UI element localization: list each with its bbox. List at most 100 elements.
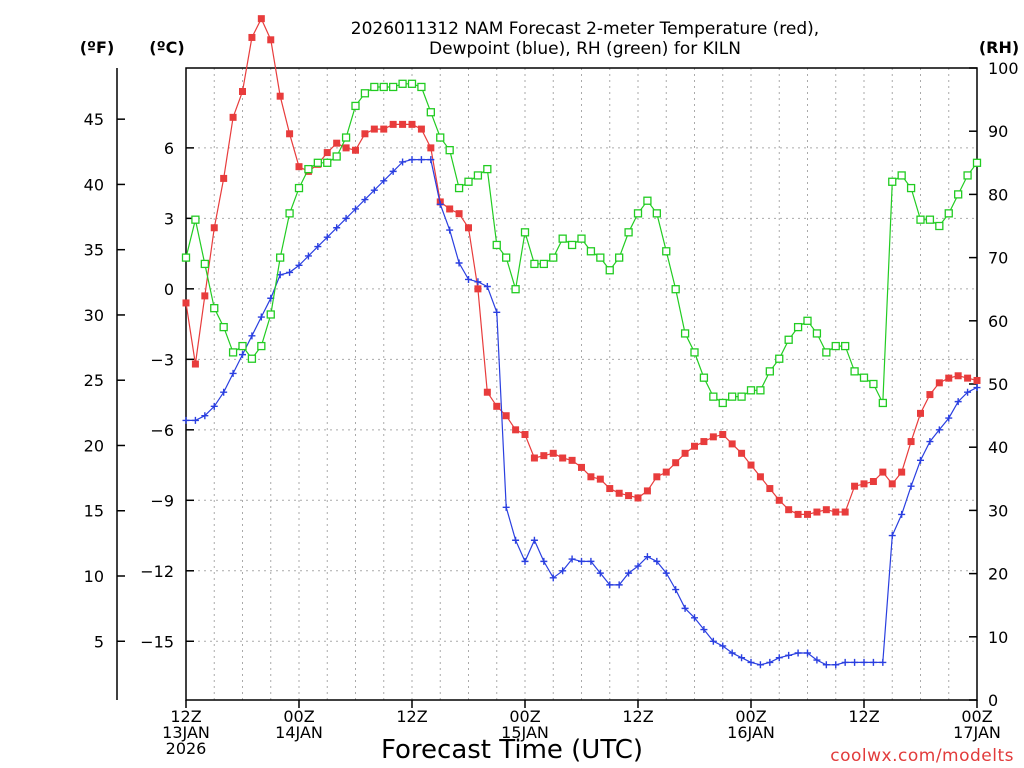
data-point [747,461,755,469]
data-point [238,341,247,351]
data-point [257,15,265,23]
time-tick-label: 12Z [622,707,653,726]
data-point [247,354,257,363]
time-tick-label: 00Z [283,707,314,726]
data-point [624,228,633,237]
rh-tick-label: 10 [988,628,1008,647]
data-point [681,449,689,457]
data-point [662,569,670,577]
credit-watermark: coolwx.com/modelts [830,746,1014,766]
data-point [483,388,491,396]
data-point [473,171,483,180]
data-point [973,376,981,384]
time-tick-label: 00Z [961,707,992,726]
celsius-tick-label: 0 [164,280,174,299]
data-point [191,360,199,368]
data-point [587,557,595,565]
data-point [512,536,520,544]
time-tick-label: 12Z [396,707,427,726]
data-point [360,89,370,98]
data-point [841,341,850,351]
data-point [511,285,520,294]
data-point [389,82,398,92]
data-point [700,438,708,446]
celsius-axis: 6 3 0 −3 −6 −9 −12 −15 [140,139,194,651]
data-point [323,158,332,167]
data-point [295,261,303,269]
data-point [266,310,275,319]
data-point [785,651,793,659]
data-point [860,480,868,488]
fahrenheit-unit-label: (ºF) [80,38,115,57]
data-point [615,581,623,589]
rh-tick-label: 50 [988,375,1008,394]
time-tick-label: 16JAN [727,723,775,742]
data-point [577,234,586,243]
data-point [446,226,454,234]
data-point [465,275,472,283]
data-point [850,367,859,376]
data-point [615,489,623,497]
data-point [352,146,359,154]
data-point [276,253,285,262]
data-point [267,36,275,44]
data-point [333,224,341,232]
data-point [389,120,397,128]
data-point [352,205,359,213]
fahrenheit-tick-label: 35 [84,241,104,260]
data-point [539,259,548,269]
data-point [587,473,595,481]
data-point [672,586,680,594]
data-point [408,156,416,164]
data-point [728,440,736,448]
data-point [888,532,896,540]
data-point [917,409,924,417]
data-point [229,369,237,377]
time-tick-label: 12Z [848,707,879,726]
celsius-unit-label: (ºC) [149,38,184,57]
data-point [248,332,256,340]
data-point [483,164,492,174]
data-point [643,553,651,561]
rh-unit-label: (RH) [979,38,1019,57]
data-point [765,367,774,376]
data-point [559,567,567,575]
data-point [756,473,764,481]
data-point [530,259,539,269]
data-point [794,510,802,518]
data-point [615,253,624,262]
data-point [813,508,821,516]
celsius-tick-label: −15 [140,632,174,651]
time-tick-label: 14JAN [275,723,323,742]
data-point [201,292,209,300]
data-point [549,449,557,457]
data-point [671,285,680,294]
data-point [917,456,924,464]
data-point [897,171,906,180]
data-point [333,139,341,147]
rh-tick-label: 0 [988,691,998,710]
celsius-tick-label: −9 [150,491,174,510]
data-point [342,144,350,152]
rh-tick-label: 80 [988,185,1008,204]
time-tick-label: 15JAN [501,723,549,742]
time-tick-label: 00Z [735,707,766,726]
data-point [257,313,265,321]
data-point [285,209,294,218]
data-point [191,215,200,224]
time-tick-label: 00Z [509,707,540,726]
data-point [822,506,830,514]
data-point [474,285,482,293]
data-point [578,557,585,565]
data-point [935,221,944,231]
data-point [294,183,304,193]
data-point [832,508,840,516]
data-point [596,253,605,262]
data-point [370,125,378,133]
data-point [427,156,435,164]
data-point [709,433,717,441]
data-point [954,372,962,380]
data-point [738,654,746,662]
data-point [521,431,529,439]
